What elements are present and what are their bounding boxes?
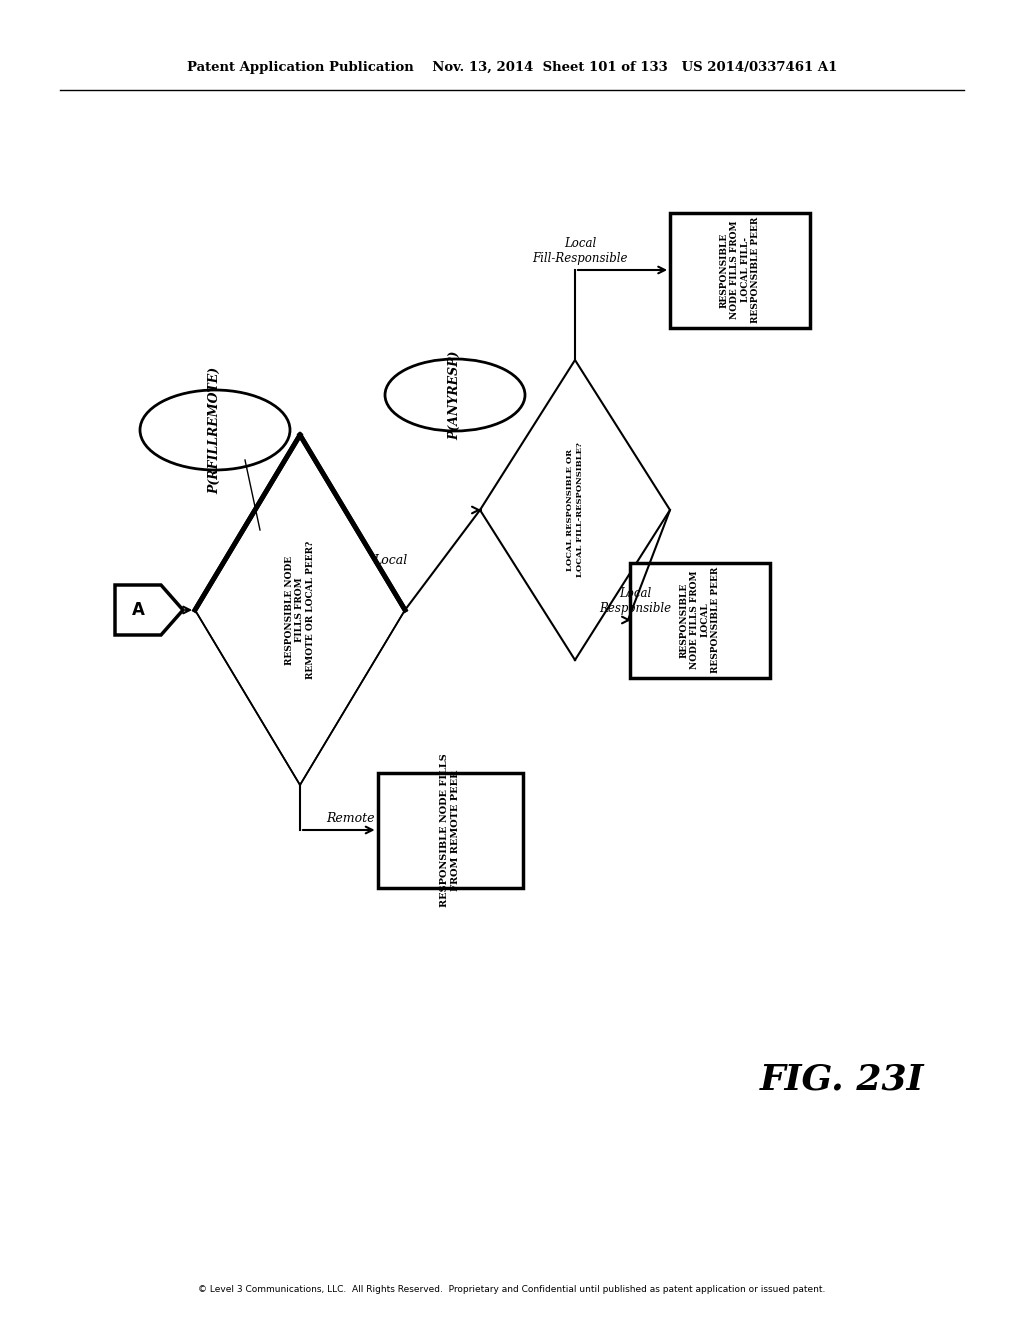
Text: RESPONSIBLE
NODE FILLS FROM
LOCAL FILL-
RESPONSIBLE PEER: RESPONSIBLE NODE FILLS FROM LOCAL FILL- … — [720, 216, 760, 323]
Text: RESPONSIBLE NODE
FILLS FROM
REMOTE OR LOCAL PEER?: RESPONSIBLE NODE FILLS FROM REMOTE OR LO… — [285, 541, 315, 678]
Bar — [630, 562, 770, 677]
Text: RESPONSIBLE
NODE FILLS FROM
LOCAL
RESPONSIBLE PEER: RESPONSIBLE NODE FILLS FROM LOCAL RESPON… — [680, 566, 720, 673]
Text: Local
Fill-Responsible: Local Fill-Responsible — [532, 238, 628, 265]
Text: © Level 3 Communications, LLC.  All Rights Reserved.  Proprietary and Confidenti: © Level 3 Communications, LLC. All Right… — [199, 1286, 825, 1295]
Text: Local
Responsible: Local Responsible — [599, 587, 671, 615]
Text: LOCAL RESPONSIBLE OR
LOCAL FILL-RESPONSIBLE?: LOCAL RESPONSIBLE OR LOCAL FILL-RESPONSI… — [566, 442, 584, 577]
Text: RESPONSIBLE NODE FILLS
FROM REMOTE PEER: RESPONSIBLE NODE FILLS FROM REMOTE PEER — [440, 754, 460, 907]
Polygon shape — [480, 360, 670, 660]
Text: Patent Application Publication    Nov. 13, 2014  Sheet 101 of 133   US 2014/0337: Patent Application Publication Nov. 13, … — [186, 62, 838, 74]
Ellipse shape — [140, 389, 290, 470]
Text: Local: Local — [373, 553, 408, 566]
Text: FIG. 23I: FIG. 23I — [760, 1063, 925, 1097]
Text: A: A — [131, 601, 144, 619]
Text: Remote: Remote — [326, 812, 374, 825]
Polygon shape — [115, 585, 183, 635]
Polygon shape — [195, 436, 406, 785]
Bar — [670, 213, 810, 327]
Bar — [378, 772, 522, 887]
Text: P(RFILLREMOTE): P(RFILLREMOTE) — [209, 367, 221, 494]
Text: P(ANYRESP): P(ANYRESP) — [449, 350, 462, 440]
Ellipse shape — [385, 359, 525, 432]
